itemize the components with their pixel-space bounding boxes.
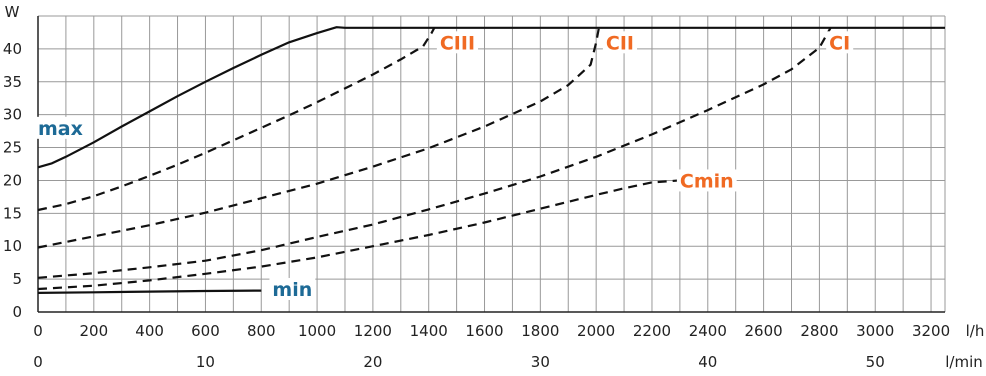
y-axis-unit: W: [5, 3, 20, 21]
x-tick-label: 2600: [745, 322, 783, 340]
curve-label-cmin: Cmin: [680, 170, 734, 192]
x2-axis-unit: l/min: [945, 353, 983, 371]
x-tick-label: 2200: [633, 322, 671, 340]
curve-max: [37, 26, 945, 169]
x-tick-label: 400: [135, 322, 164, 340]
x-tick-label: 1200: [354, 322, 392, 340]
y-tick-label: 25: [3, 139, 22, 157]
y-tick-label: 0: [12, 303, 22, 321]
x-tick-label: 2800: [800, 322, 838, 340]
curve-cii: [37, 27, 600, 249]
x-tick-label: 0: [33, 322, 43, 340]
y-tick-label: 40: [3, 40, 22, 58]
x-tick-label: 1000: [298, 322, 336, 340]
y-tick-label: 35: [3, 73, 22, 91]
curve-label-background: [269, 277, 316, 300]
y-tick-label: 5: [12, 270, 22, 288]
x-tick-label: 3200: [912, 322, 950, 340]
y-tick-label: 15: [3, 204, 22, 222]
x2-tick-label: 10: [196, 353, 215, 371]
y-tick-label: 30: [3, 106, 22, 124]
x-tick-label: 2000: [577, 322, 615, 340]
x-tick-label: 1600: [465, 322, 503, 340]
curve-cmin: [37, 179, 686, 291]
x-tick-label: 200: [79, 322, 108, 340]
curve-label-ciii: CIII: [440, 32, 475, 54]
curve-label-background: [35, 116, 86, 139]
curve-label-background: [826, 31, 854, 54]
y-tick-label: 10: [3, 237, 22, 255]
curve-label-background: [602, 31, 638, 54]
x2-tick-label: 0: [33, 353, 43, 371]
curve-label-background: [676, 169, 737, 192]
curve-label-max: max: [38, 118, 83, 140]
grid-lines: [38, 15, 946, 312]
curve-min: [37, 289, 262, 294]
curve-label-background: [436, 31, 479, 54]
x2-tick-label: 30: [531, 353, 550, 371]
curve-ci: [37, 27, 832, 279]
x-tick-label: 600: [191, 322, 220, 340]
x-tick-label: 800: [247, 322, 276, 340]
x-axis-unit: l/h: [966, 322, 985, 340]
x-tick-label: 2400: [689, 322, 727, 340]
x-tick-label: 1800: [521, 322, 559, 340]
x2-tick-label: 40: [698, 353, 717, 371]
y-tick-label: 20: [3, 171, 22, 189]
curves: [37, 26, 945, 294]
x-tick-label: 3000: [856, 322, 894, 340]
x2-tick-label: 50: [866, 353, 885, 371]
x-tick-label: 1400: [410, 322, 448, 340]
curve-labels: max CIII CII CI Cmin min: [35, 31, 854, 301]
curve-label-min: min: [272, 279, 312, 301]
curve-label-ci: CI: [829, 32, 850, 54]
x2-tick-label: 20: [363, 353, 382, 371]
axes: [37, 16, 945, 313]
curve-ciii: [37, 27, 436, 212]
curve-label-cii: CII: [606, 32, 634, 54]
